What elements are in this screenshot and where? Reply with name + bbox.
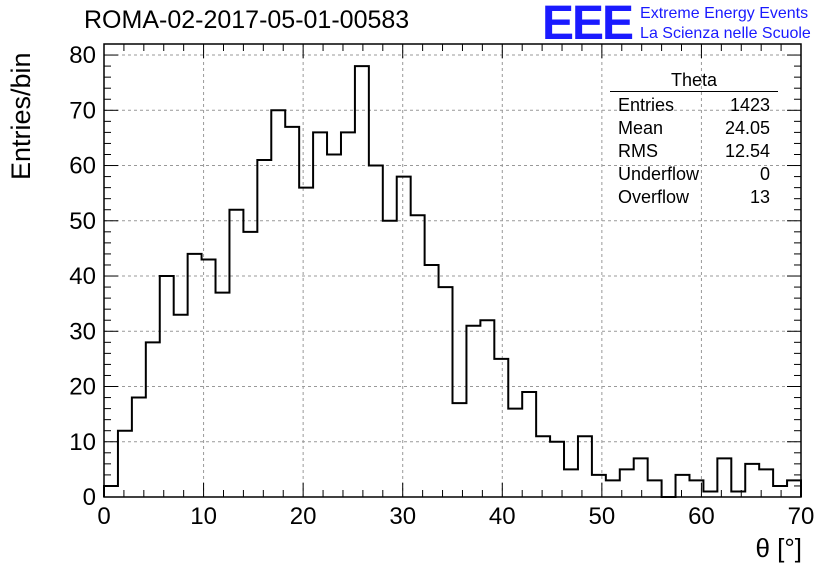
stats-label: Underflow [618, 164, 700, 184]
x-tick-label: 50 [589, 503, 616, 530]
logo-line-2: La Scienza nelle Scuole [640, 25, 811, 42]
histogram-bin [578, 436, 592, 497]
y-tick-label: 0 [83, 484, 96, 511]
histogram-bin [257, 160, 271, 497]
stats-row-overflow: Overflow 13 [610, 186, 778, 209]
y-tick-label: 50 [69, 208, 96, 235]
histogram-bin [522, 392, 536, 497]
y-tick-label: 20 [69, 374, 96, 401]
stats-row-entries: Entries 1423 [610, 94, 778, 117]
histogram-bin [271, 110, 285, 497]
x-axis-label: θ [°] [755, 533, 802, 563]
stats-title: Theta [610, 70, 778, 92]
histogram-bin [411, 215, 425, 497]
histogram-bin [494, 359, 508, 497]
histogram-series-line [103, 65, 802, 498]
histogram-bin [592, 475, 606, 497]
stats-row-rms: RMS 12.54 [610, 140, 778, 163]
x-tick-label: 0 [97, 503, 110, 530]
plot-frame [103, 43, 802, 498]
histogram-bin [773, 486, 787, 497]
eee-logo-text: Extreme Energy Events La Scienza nelle S… [640, 4, 811, 44]
x-tick-label: 70 [788, 503, 815, 530]
histogram-bin [536, 436, 550, 497]
histogram-bin [313, 132, 327, 497]
y-axis-label: Entries/bin [6, 52, 36, 180]
stats-row-mean: Mean 24.05 [610, 117, 778, 140]
x-tick-label: 10 [190, 503, 217, 530]
x-tick-label: 30 [389, 503, 416, 530]
stats-box: Theta Entries 1423 Mean 24.05 RMS 12.54 … [610, 70, 778, 209]
stats-value: 0 [759, 164, 770, 184]
histogram-bin [648, 480, 662, 497]
histogram-bin [564, 469, 578, 497]
histogram-bin [606, 480, 620, 497]
histogram-bin [383, 221, 397, 497]
histogram-bin [453, 403, 467, 497]
histogram-bin [174, 315, 188, 497]
y-tick-label: 40 [69, 263, 96, 290]
histogram-bin [146, 342, 160, 497]
stats-value: 24.05 [724, 118, 770, 138]
stats-value: 13 [749, 187, 770, 207]
stats-label: Overflow [618, 187, 690, 207]
y-tick-label: 30 [69, 318, 96, 345]
histogram-bin [341, 132, 355, 497]
histogram-bin [132, 398, 146, 497]
y-tick-label: 80 [69, 42, 96, 69]
histogram-bin [480, 320, 494, 497]
eee-logo-mark: EEE [542, 0, 634, 50]
stats-label: Mean [618, 118, 664, 138]
y-tick-label: 10 [69, 429, 96, 456]
histogram-bin [327, 154, 341, 497]
x-tick-label: 40 [489, 503, 516, 530]
histogram-bin [397, 177, 411, 497]
stats-label: Entries [618, 95, 675, 115]
histogram-bin [439, 287, 453, 497]
histogram-bin [229, 210, 243, 497]
histogram-bin [104, 486, 118, 497]
stats-label: RMS [618, 141, 658, 161]
eee-logo: EEE Extreme Energy Events La Scienza nel… [542, 0, 811, 50]
stats-value: 1423 [729, 95, 770, 115]
histogram-bin [118, 431, 132, 497]
x-tick-label: 60 [688, 503, 715, 530]
histogram-bin [787, 480, 801, 497]
y-tick-label: 60 [69, 153, 96, 180]
histogram-bin [550, 442, 564, 497]
x-tick-label: 20 [290, 503, 317, 530]
histogram-bin [355, 66, 369, 497]
stats-row-underflow: Underflow 0 [610, 163, 778, 186]
histogram-bin [216, 293, 230, 497]
chart-title: ROMA-02-2017-05-01-00583 [84, 6, 410, 34]
histogram-bin [243, 232, 257, 497]
y-tick-label: 70 [69, 97, 96, 124]
histogram-bin [299, 188, 313, 497]
histogram-bin [634, 458, 648, 497]
histogram-bin [676, 475, 690, 497]
logo-line-1: Extreme Energy Events [640, 5, 809, 22]
histogram-bin [425, 265, 439, 497]
histogram-bin [717, 458, 731, 497]
histogram-bin [188, 254, 202, 497]
stats-value: 12.54 [724, 141, 770, 161]
histogram-bin [466, 326, 480, 497]
histogram-bin [745, 464, 759, 497]
histogram-bin [202, 259, 216, 497]
histogram-bin [508, 409, 522, 497]
